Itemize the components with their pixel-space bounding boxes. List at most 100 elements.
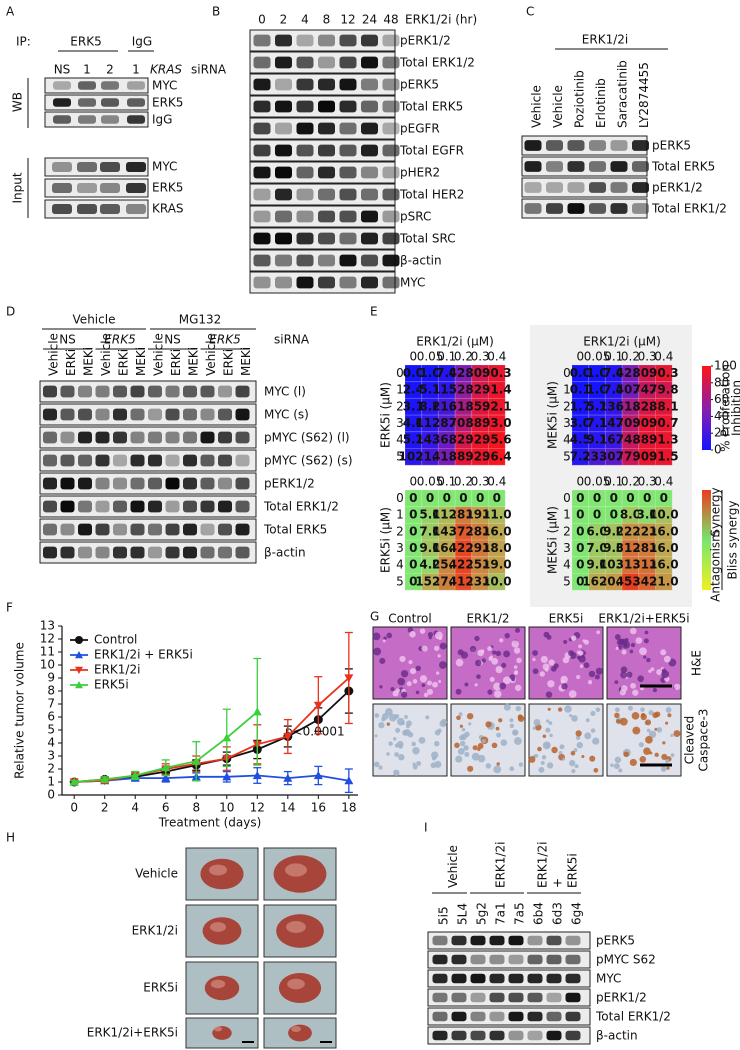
col-label: 0.4	[654, 350, 673, 364]
band	[610, 203, 628, 214]
label: ERK1/2i	[582, 33, 628, 47]
nucleus	[492, 650, 497, 655]
col-label: 0.2	[454, 475, 473, 489]
cell-value: 95.6	[482, 433, 512, 447]
marker	[252, 707, 262, 716]
band	[567, 140, 585, 151]
band	[52, 203, 72, 215]
nucleus	[542, 663, 550, 671]
label: Synergy	[709, 487, 723, 536]
band	[235, 385, 250, 398]
row-label: 5	[563, 574, 571, 588]
cell	[576, 741, 584, 749]
ip-label: IP:	[16, 35, 31, 49]
nucleus	[477, 649, 484, 657]
cell-value: 23.0	[582, 449, 612, 463]
band	[78, 477, 92, 490]
y-tick-label: 4	[47, 736, 55, 750]
cell-value: 91.5	[649, 449, 679, 463]
nucleus	[561, 683, 568, 690]
nucleus	[435, 671, 440, 675]
nucleus	[643, 655, 647, 659]
cell-value: 7.0	[436, 366, 457, 380]
cell	[411, 741, 416, 747]
cell-value: 9.0	[603, 541, 624, 555]
cell-value: 3.1	[403, 399, 424, 413]
band	[100, 161, 120, 173]
label: ERK5	[209, 333, 240, 347]
cell	[388, 741, 393, 746]
band	[361, 144, 378, 157]
nucleus	[421, 645, 428, 652]
cell-value: 9.0	[603, 524, 624, 538]
cell-value: 0	[576, 574, 584, 588]
cell-value: 74.4	[632, 383, 662, 397]
nucleus	[578, 644, 582, 649]
band	[470, 954, 486, 965]
nucleus	[383, 636, 387, 640]
band	[451, 935, 467, 946]
cell-value: 1.0	[419, 366, 440, 380]
lane-label: ERKi	[64, 349, 78, 376]
band	[546, 935, 562, 946]
nucleus	[629, 649, 634, 654]
band	[253, 56, 271, 69]
cell	[665, 758, 670, 764]
band	[275, 232, 292, 245]
y-tick-label: 6	[47, 710, 55, 724]
row-label: 4	[563, 558, 571, 572]
band	[361, 254, 378, 267]
y-axis-label: Relative tumor volume	[13, 642, 27, 779]
tumor-highlight	[286, 921, 306, 933]
cell-value: 4.0	[403, 416, 424, 430]
band	[470, 973, 486, 984]
nucleus	[379, 657, 386, 664]
band	[318, 100, 335, 113]
band	[253, 100, 271, 113]
marker	[161, 763, 171, 772]
col-label: 0.3	[638, 350, 657, 364]
band	[165, 500, 180, 513]
col-label: 0	[410, 475, 418, 489]
cell-value: 91.4	[482, 383, 512, 397]
band	[296, 232, 314, 245]
cell	[485, 721, 492, 728]
row-label: pEGFR	[400, 122, 440, 136]
cell	[569, 713, 573, 718]
row-label: 1	[563, 383, 571, 397]
y-tick-label: 9	[47, 671, 55, 685]
cell	[386, 722, 391, 726]
nucleus	[570, 635, 577, 641]
nucleus	[621, 640, 630, 649]
row-label: KRAS	[152, 202, 184, 216]
band	[546, 140, 563, 151]
cell	[386, 752, 390, 756]
nucleus	[469, 645, 477, 653]
row-label: Total ERK1/2	[399, 56, 475, 70]
colorbar-tick-label: 0	[714, 443, 722, 457]
panel-label: A	[6, 5, 15, 19]
lane-label: 2	[106, 63, 114, 77]
cell	[584, 732, 592, 740]
band	[610, 140, 628, 151]
nucleus	[578, 650, 584, 656]
band	[183, 523, 197, 536]
band	[296, 78, 314, 91]
cell	[468, 722, 472, 726]
cell	[595, 707, 601, 713]
band	[275, 210, 292, 223]
column-label: ERK5i	[549, 612, 584, 626]
tumor-highlight	[209, 864, 227, 876]
nucleus	[491, 657, 499, 665]
band	[432, 1011, 448, 1022]
cell	[454, 742, 460, 749]
x-tick-label: 12	[250, 801, 265, 815]
label: ERK1/2i (hr)	[405, 13, 477, 27]
cell	[431, 751, 439, 759]
band	[508, 973, 524, 984]
band	[318, 210, 335, 223]
nucleus	[415, 665, 421, 672]
colorbar-tick-label: 60	[714, 392, 729, 406]
band	[148, 477, 162, 490]
band	[546, 161, 563, 172]
